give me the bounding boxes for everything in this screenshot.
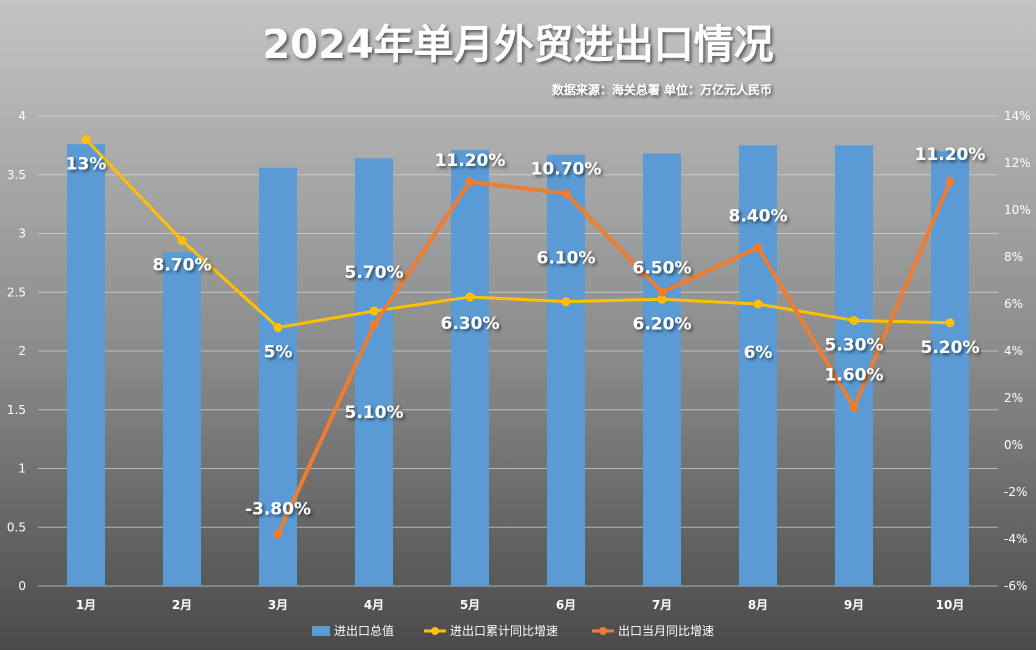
data-label: 11.20%: [915, 145, 986, 165]
lines-layer: [81, 135, 955, 539]
data-label: 6.10%: [537, 249, 596, 269]
data-point: [753, 243, 763, 253]
data-label: 5.10%: [345, 403, 404, 423]
data-point: [561, 189, 571, 199]
x-tick-label: 7月: [652, 598, 672, 612]
bar: [643, 153, 681, 586]
legend-label: 进出口累计同比增速: [450, 624, 558, 638]
x-axis: 1月 2月 3月 4月 5月 6月 7月 8月 9月 10月: [76, 598, 965, 612]
x-tick-label: 1月: [76, 598, 96, 612]
data-point: [465, 292, 475, 302]
data-label: 6.30%: [441, 314, 500, 334]
legend-item: 进出口总值: [312, 623, 394, 638]
bar: [355, 158, 393, 587]
bar: [67, 144, 105, 586]
left-tick-label: 3: [18, 227, 26, 241]
left-tick-label: 0: [18, 579, 26, 593]
bars-layer: [67, 144, 969, 587]
x-tick-label: 5月: [460, 598, 480, 612]
left-tick-label: 2.5: [7, 285, 26, 299]
right-tick-label: -6%: [1004, 579, 1027, 593]
left-tick-label: 0.5: [7, 520, 26, 534]
x-tick-label: 3月: [268, 598, 288, 612]
legend-swatch: [312, 626, 330, 636]
data-point: [945, 177, 955, 187]
legend-label: 进出口总值: [334, 623, 394, 638]
legend-item: 进出口累计同比增速: [424, 624, 558, 638]
data-label: 10.70%: [531, 160, 602, 180]
right-tick-label: 0%: [1004, 438, 1023, 452]
series-line: [84, 138, 952, 329]
right-tick-label: 10%: [1004, 203, 1031, 217]
data-label: 8.70%: [153, 256, 212, 276]
left-tick-label: 2: [18, 344, 26, 358]
data-point: [369, 320, 379, 330]
left-tick-label: 3.5: [7, 168, 26, 182]
data-point: [369, 306, 379, 316]
left-tick-label: 4: [18, 109, 26, 123]
x-tick-label: 2月: [172, 598, 192, 612]
right-tick-label: 4%: [1004, 344, 1023, 358]
data-label: 1.60%: [825, 365, 884, 385]
data-point: [81, 135, 91, 144]
data-point: [465, 177, 475, 187]
data-label: 6.20%: [633, 314, 692, 334]
chart-title: 2024年单月外贸进出口情况: [262, 22, 773, 68]
legend-marker: [431, 627, 439, 635]
data-point: [273, 323, 283, 332]
data-label: 5.30%: [825, 335, 884, 355]
bar: [547, 154, 585, 586]
data-point: [753, 299, 763, 309]
legend-item: 出口当月同比增速: [592, 624, 714, 638]
data-label: 11.20%: [435, 151, 506, 171]
left-tick-label: 1: [18, 462, 26, 476]
data-point: [945, 318, 955, 328]
data-point: [849, 315, 859, 325]
data-labels-layer: 13% 8.70% 5% 5.70% 6.30% 6.10% 6.20% 6% 5.30% 5.2…: [66, 145, 986, 519]
bar: [739, 145, 777, 586]
x-tick-label: 4月: [364, 598, 384, 612]
data-label: 5.20%: [921, 338, 980, 358]
x-tick-label: 9月: [844, 598, 864, 612]
right-tick-label: -2%: [1004, 485, 1027, 499]
legend-label: 出口当月同比增速: [618, 624, 714, 638]
right-tick-label: 8%: [1004, 250, 1023, 264]
right-tick-label: 12%: [1004, 156, 1031, 170]
bar: [451, 150, 489, 586]
x-tick-label: 6月: [556, 598, 576, 612]
right-tick-label: 14%: [1004, 109, 1031, 123]
bar: [259, 167, 297, 586]
bar: [835, 145, 873, 586]
right-axis: -6% -4% -2% 0% 2% 4% 6% 8% 10% 12% 14%: [1004, 109, 1031, 593]
legend: 进出口总值 进出口累计同比增速 出口当月同比增速: [312, 623, 714, 638]
data-point: [657, 287, 667, 297]
data-label: 5.70%: [345, 263, 404, 283]
right-tick-label: 2%: [1004, 391, 1023, 405]
data-point: [561, 297, 571, 307]
x-tick-label: 10月: [936, 598, 965, 612]
data-label: 6.50%: [633, 258, 692, 278]
chart-subtitle: 数据来源：海关总署 单位：万亿元人民币: [552, 82, 772, 97]
data-point: [177, 236, 187, 246]
x-tick-label: 8月: [748, 598, 768, 612]
right-tick-label: -4%: [1004, 532, 1027, 546]
series-line: [276, 179, 952, 537]
data-point: [849, 402, 859, 412]
data-label: -3.80%: [245, 499, 311, 519]
data-point: [273, 529, 283, 539]
data-label: 13%: [66, 155, 107, 175]
left-axis: 0 0.5 1 1.5 2 2.5 3 3.5 4: [7, 109, 26, 593]
bar: [163, 252, 201, 587]
data-label: 8.40%: [729, 207, 788, 227]
left-tick-label: 1.5: [7, 403, 26, 417]
legend-marker: [599, 627, 607, 635]
data-label: 5%: [264, 343, 293, 363]
bar: [931, 151, 969, 586]
data-point: [657, 294, 667, 304]
right-tick-label: 6%: [1004, 297, 1023, 311]
data-label: 6%: [744, 343, 773, 363]
